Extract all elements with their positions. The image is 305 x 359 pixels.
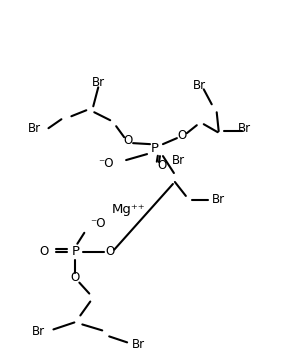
- Text: Br: Br: [92, 76, 105, 89]
- Text: Br: Br: [172, 154, 185, 167]
- Text: Br: Br: [32, 325, 45, 338]
- Text: ⁻O: ⁻O: [90, 217, 106, 230]
- Text: O: O: [71, 271, 80, 284]
- Text: Br: Br: [193, 79, 206, 92]
- Text: Mg⁺⁺: Mg⁺⁺: [111, 204, 145, 216]
- Text: Br: Br: [27, 122, 41, 135]
- Text: Br: Br: [212, 194, 225, 206]
- Text: O: O: [106, 245, 115, 258]
- Text: O: O: [39, 245, 48, 258]
- Text: P: P: [71, 245, 79, 258]
- Text: Br: Br: [238, 122, 251, 135]
- Text: ⁻O: ⁻O: [99, 157, 114, 169]
- Text: P: P: [151, 141, 159, 155]
- Text: Br: Br: [132, 338, 145, 351]
- Text: O: O: [177, 129, 186, 142]
- Text: O: O: [124, 134, 133, 147]
- Text: O: O: [157, 159, 167, 172]
